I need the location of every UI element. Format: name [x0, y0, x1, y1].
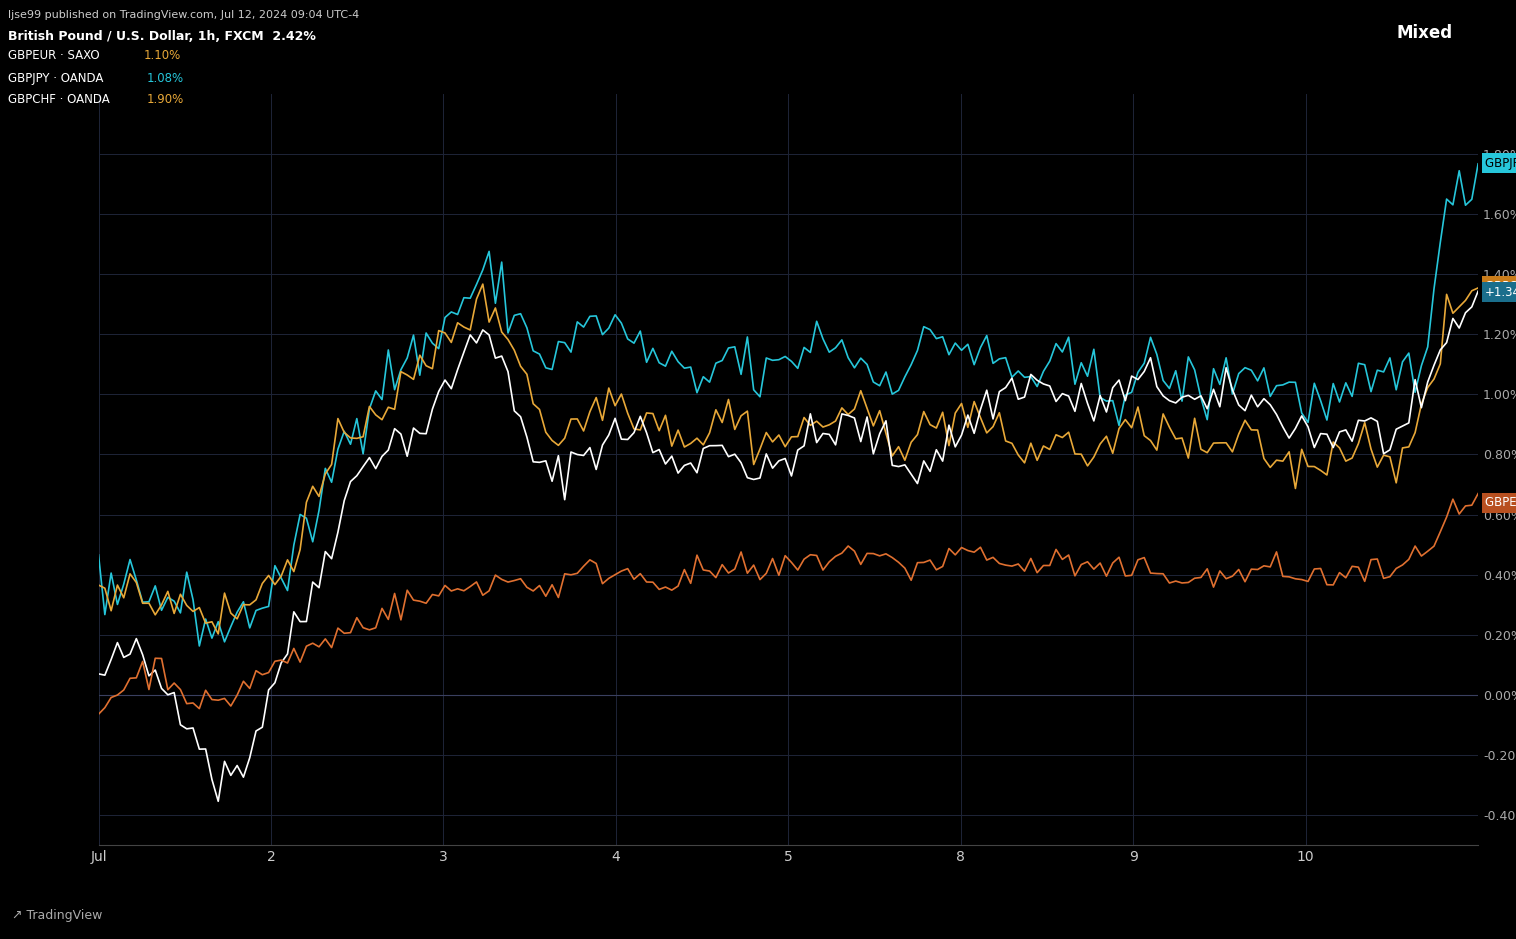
- Text: GBPJPY  +1.77%: GBPJPY +1.77%: [1486, 157, 1516, 170]
- Text: ↗ TradingView: ↗ TradingView: [12, 909, 103, 922]
- Text: ljse99 published on TradingView.com, Jul 12, 2024 09:04 UTC-4: ljse99 published on TradingView.com, Jul…: [8, 9, 359, 20]
- Text: GBPEUR  +0.64%: GBPEUR +0.64%: [1486, 496, 1516, 509]
- Text: GBPCHF · OANDA: GBPCHF · OANDA: [8, 93, 117, 106]
- Text: GBPJPY · OANDA: GBPJPY · OANDA: [8, 72, 111, 85]
- Text: Mixed: Mixed: [1396, 23, 1454, 42]
- Text: 1.08%: 1.08%: [147, 72, 183, 85]
- Text: 1.10%: 1.10%: [144, 50, 182, 62]
- Text: GBPEUR · SAXO: GBPEUR · SAXO: [8, 50, 106, 62]
- Text: British Pound / U.S. Dollar, 1h, FXCM  2.42%: British Pound / U.S. Dollar, 1h, FXCM 2.…: [8, 30, 315, 42]
- Text: GBPCHF  +1.36%: GBPCHF +1.36%: [1486, 280, 1516, 293]
- Text: +1.34%: +1.34%: [1486, 285, 1516, 299]
- Text: 1.90%: 1.90%: [147, 93, 185, 106]
